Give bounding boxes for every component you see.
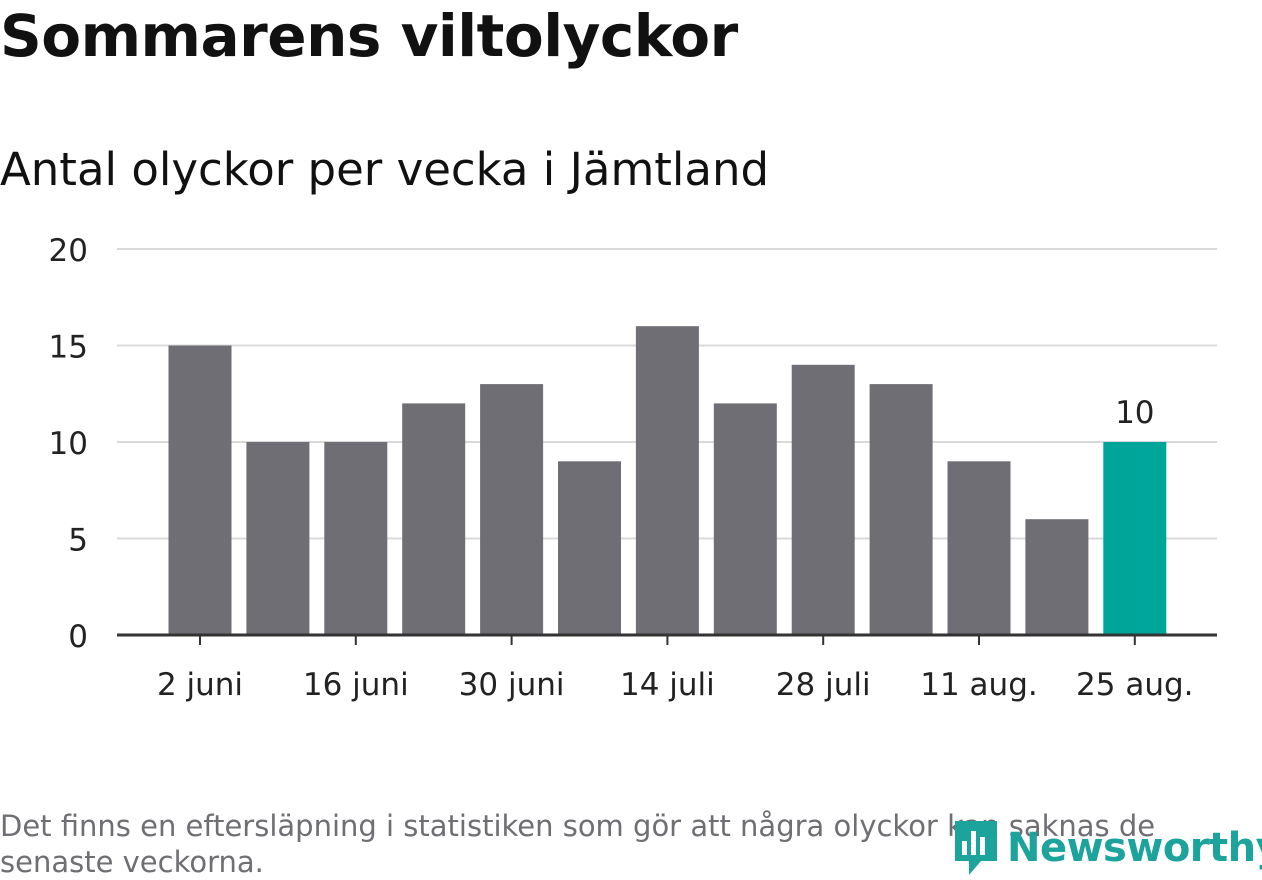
x-tick-label: 30 juni <box>459 667 565 703</box>
bar <box>1025 519 1089 635</box>
logo-text: Newsworthy <box>1007 825 1262 871</box>
bar <box>246 442 310 635</box>
chart-title: Sommarens viltolyckor <box>0 2 738 70</box>
bar <box>635 326 699 635</box>
y-tick-label: 15 <box>49 330 88 366</box>
x-tick-label: 11 aug. <box>920 667 1037 703</box>
x-tick-label: 2 juni <box>157 667 243 703</box>
x-tick-label: 28 juli <box>776 667 871 703</box>
bar-highlighted <box>1103 442 1167 635</box>
newsworthy-logo-icon <box>955 821 997 875</box>
y-tick-label: 5 <box>68 523 88 559</box>
bar <box>947 461 1011 635</box>
bar <box>480 384 544 635</box>
bar-chart: 0 5 10 15 20 10 2 juni 16 juni 30 juni 14 juli 28 … <box>49 233 1217 703</box>
bar <box>402 403 466 635</box>
y-tick-label: 0 <box>68 619 88 655</box>
newsworthy-logo: Newsworthy <box>951 817 1262 879</box>
bar <box>869 384 933 635</box>
y-tick-label: 20 <box>49 233 88 269</box>
bar <box>791 364 855 635</box>
x-tick-label: 16 juni <box>303 667 409 703</box>
bar <box>168 345 232 635</box>
y-tick-label: 10 <box>49 426 88 462</box>
bar <box>713 403 777 635</box>
data-label: 10 <box>1115 395 1154 431</box>
chart-subtitle: Antal olyckor per vecka i Jämtland <box>0 143 770 196</box>
x-tick-label: 14 juli <box>620 667 715 703</box>
bar <box>324 442 388 635</box>
x-tick-label: 25 aug. <box>1076 667 1193 703</box>
bar <box>558 461 621 635</box>
